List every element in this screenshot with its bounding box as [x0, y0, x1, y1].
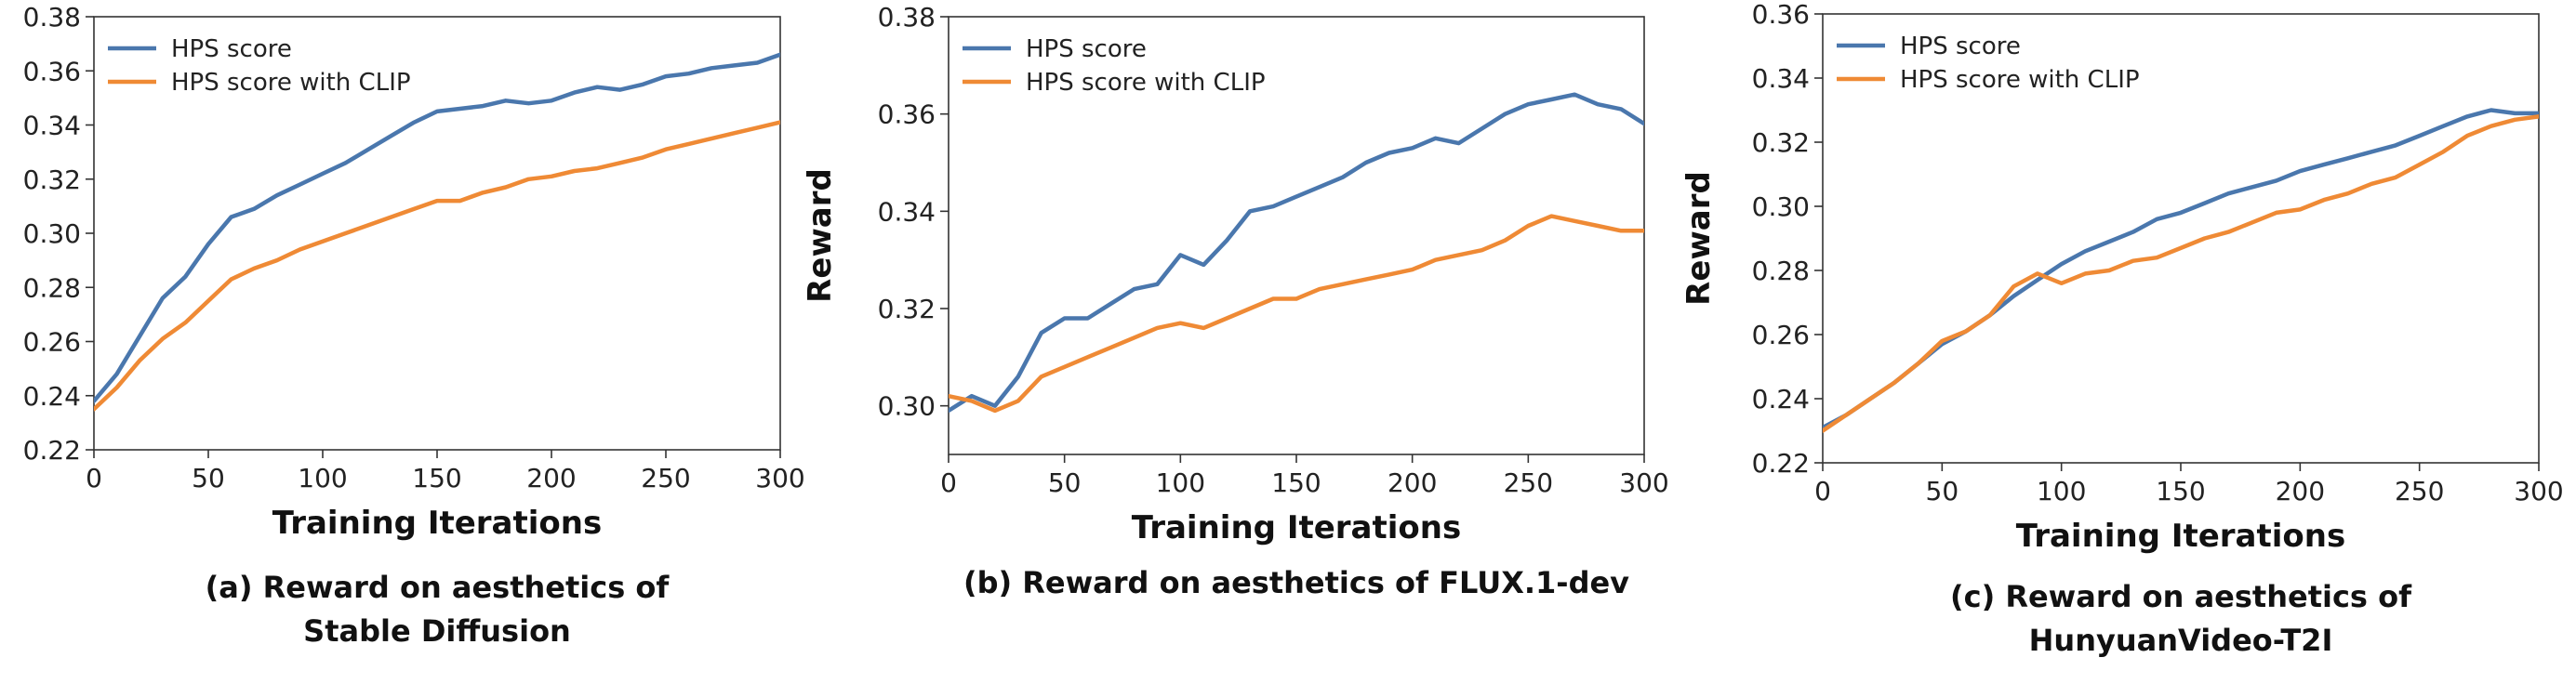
y-tick-label: 0.30 [23, 218, 81, 249]
y-tick-label: 0.24 [23, 381, 81, 412]
x-tick-label: 100 [298, 463, 347, 493]
x-axis-label: Training Iterations [2016, 518, 2345, 555]
x-tick-label: 100 [1156, 467, 1205, 498]
caption-line: (c) Reward on aesthetics of [1950, 579, 2412, 614]
chart-panel-3: 0.22 0.24 0.26 0.28 0.30 0.32 0.34 0.36 0 50 100 15… [1680, 0, 2564, 658]
x-tick-label: 250 [641, 463, 690, 493]
x-tick-label: 150 [412, 463, 461, 493]
y-tick-label: 0.32 [23, 164, 81, 195]
legend-label: HPS score with CLIP [1900, 66, 2140, 94]
y-tick-label: 0.22 [1752, 448, 1810, 479]
caption-line: HunyuanVideo-T2I [2029, 623, 2333, 658]
y-tick-label: 0.24 [1752, 384, 1810, 414]
x-tick-label: 200 [2276, 476, 2325, 506]
y-tick-label: 0.30 [878, 391, 936, 422]
x-tick-label: 300 [1619, 467, 1668, 498]
caption-line: Stable Diffusion [303, 613, 571, 649]
y-tick-label: 0.34 [878, 196, 936, 227]
chart-panel-2: 0.30 0.32 0.34 0.36 0.38 0 50 100 150 200 250 300 Tr… [802, 2, 1669, 600]
x-axis-label: Training Iterations [272, 505, 602, 542]
legend-label: HPS score [1900, 33, 2021, 60]
x-tick-label: 300 [755, 463, 804, 493]
y-tick-label: 0.26 [1752, 320, 1810, 350]
y-tick-label: 0.30 [1752, 191, 1810, 222]
legend-label: HPS score with CLIP [1026, 69, 1266, 97]
series-line-hps-score-with-clip [949, 214, 1644, 414]
x-axis-label: Training Iterations [1132, 509, 1461, 546]
y-tick-label: 0.34 [23, 111, 81, 141]
x-tick-label: 250 [1504, 467, 1553, 498]
x-tick-label: 100 [2037, 476, 2086, 506]
y-tick-label: 0.36 [878, 99, 936, 130]
y-tick-label: 0.22 [23, 435, 81, 466]
y-tick-label: 0.38 [23, 2, 81, 33]
y-tick-label: 0.38 [878, 2, 936, 33]
y-tick-label: 0.26 [23, 327, 81, 358]
series-line-hps-score-with-clip [1823, 114, 2539, 433]
legend-label: HPS score [171, 35, 292, 63]
series-line-hps-score [1823, 108, 2539, 430]
x-tick-label: 150 [1271, 467, 1321, 498]
series-line-hps-score-with-clip [94, 120, 780, 412]
x-tick-label: 0 [940, 467, 957, 498]
x-tick-label: 150 [2156, 476, 2205, 506]
y-tick-label: 0.28 [23, 272, 81, 303]
legend-label: HPS score with CLIP [171, 69, 411, 97]
x-tick-label: 0 [86, 463, 102, 493]
y-axis-label: Reward [1680, 171, 1718, 306]
legend-label: HPS score [1026, 35, 1147, 63]
x-tick-label: 250 [2395, 476, 2444, 506]
x-tick-label: 0 [1814, 476, 1831, 506]
y-axis-label: Reward [802, 168, 839, 303]
x-tick-label: 200 [1388, 467, 1437, 498]
y-tick-label: 0.34 [1752, 63, 1810, 94]
x-tick-label: 200 [526, 463, 576, 493]
x-tick-label: 50 [1926, 476, 1959, 506]
y-tick-label: 0.32 [878, 294, 936, 324]
y-tick-label: 0.32 [1752, 127, 1810, 158]
series-line-hps-score [94, 52, 780, 403]
x-tick-label: 50 [1048, 467, 1082, 498]
chart-panel-1: 0.22 0.24 0.26 0.28 0.30 0.32 0.34 0.36 0.38 0 50 1… [23, 2, 805, 649]
y-tick-label: 0.36 [23, 56, 81, 86]
caption-line: (a) Reward on aesthetics of [206, 570, 671, 605]
x-tick-label: 50 [192, 463, 225, 493]
series-line-hps-score [949, 92, 1644, 414]
x-tick-label: 300 [2514, 476, 2563, 506]
y-tick-label: 0.36 [1752, 0, 1810, 30]
caption-line: (b) Reward on aesthetics of FLUX.1-dev [963, 565, 1629, 600]
y-tick-label: 0.28 [1752, 256, 1810, 286]
